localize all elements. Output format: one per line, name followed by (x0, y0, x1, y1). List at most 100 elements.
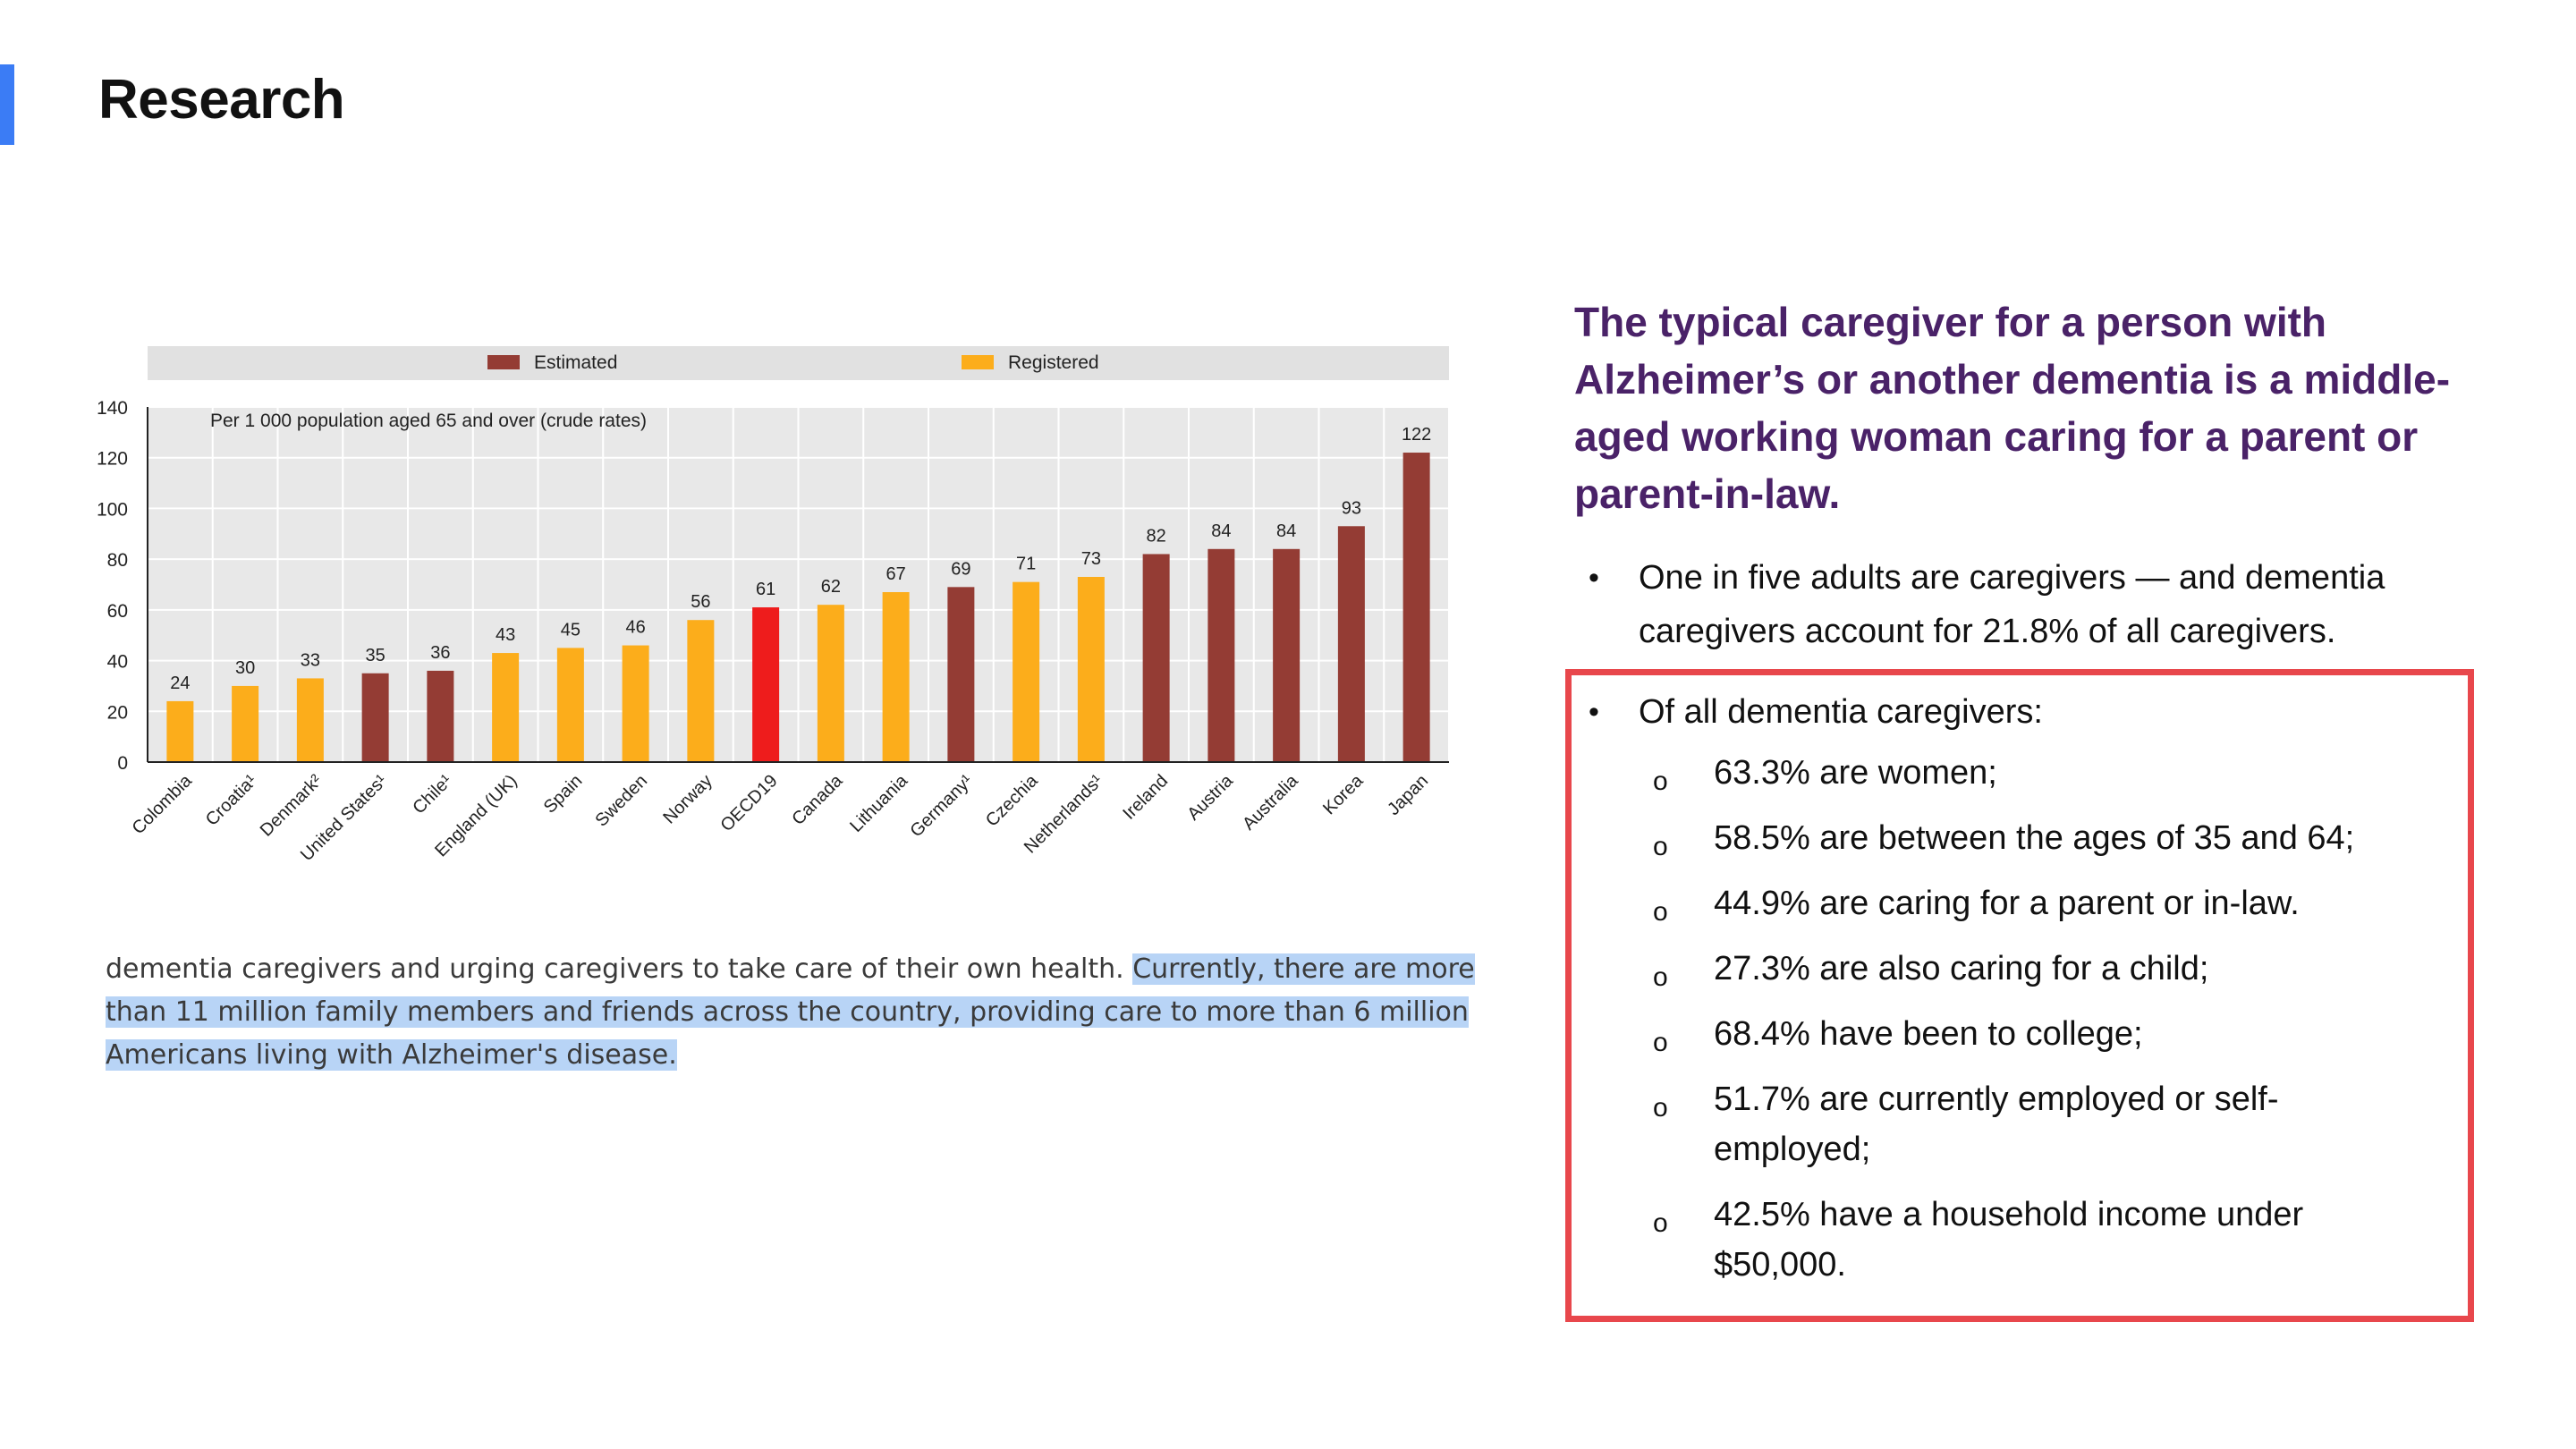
sub-bullet-marker: o (1653, 1028, 1668, 1057)
bar-value-label: 67 (886, 564, 906, 584)
bullet-caregivers-share: • One in five adults are caregivers — an… (1574, 551, 2469, 658)
legend-swatch (487, 355, 520, 369)
legend-swatch (962, 355, 994, 369)
legend-label: Estimated (534, 352, 617, 373)
y-tick-label: 20 (107, 702, 128, 723)
bar-value-label: 73 (1081, 549, 1101, 569)
x-tick-label: Sweden (591, 771, 651, 831)
x-tick-label: Spain (540, 771, 587, 818)
bar (1142, 554, 1170, 762)
bullet-text: Of all dementia caregivers: (1639, 693, 2043, 731)
caregiver-stat-text: 58.5% are between the ages of 35 and 64; (1714, 819, 2355, 857)
y-tick-label: 0 (117, 753, 128, 774)
bar-value-label: 84 (1211, 521, 1231, 541)
x-tick-label: Austria (1183, 770, 1237, 824)
highlight-box (1565, 669, 2474, 1322)
caregiver-stats-list: o 63.3% are women; o 58.5% are between the … (1574, 748, 2433, 1290)
bar (492, 653, 520, 762)
bar (1402, 453, 1430, 762)
bar-value-label: 62 (821, 577, 841, 597)
sub-bullet-marker: o (1653, 962, 1668, 992)
bar-value-label: 36 (430, 643, 450, 663)
x-tick-label: Denmark² (257, 771, 326, 841)
caregiver-stat-item: o 58.5% are between the ages of 35 and 64… (1574, 813, 2433, 863)
sub-bullet-marker: o (1653, 897, 1668, 927)
bar (232, 685, 259, 762)
bar (622, 645, 649, 762)
title-accent-bar (0, 64, 14, 145)
legend-band (148, 346, 1449, 380)
bar (1013, 581, 1040, 762)
bar-value-label: 122 (1402, 425, 1431, 445)
bar-value-label: 93 (1342, 498, 1361, 518)
bar (556, 648, 584, 762)
x-tick-label: Japan (1384, 771, 1432, 819)
x-tick-label: Canada (788, 770, 847, 829)
caregiver-stat-item: o 68.4% have been to college; (1574, 1009, 2433, 1059)
chart-svg: Estimated Registered 0 20 40 60 80 100 120 140 Per… (97, 346, 1450, 865)
paragraph-plain-text: dementia caregivers and urging caregiver… (106, 953, 1133, 985)
research-paragraph: dementia caregivers and urging caregiver… (106, 948, 1483, 1077)
y-tick-label: 140 (97, 398, 128, 419)
bar (687, 620, 715, 762)
caregiver-stat-item: o 44.9% are caring for a parent or in-law… (1574, 878, 2433, 928)
bar (1077, 576, 1105, 762)
bar-value-label: 30 (235, 658, 255, 678)
caregiver-stat-item: o 27.3% are also caring for a child; (1574, 944, 2433, 994)
bar-value-label: 71 (1016, 555, 1036, 574)
y-tick-label: 100 (97, 499, 128, 520)
legend-label: Registered (1008, 352, 1099, 373)
x-tick-label: Colombia (129, 770, 197, 838)
bar-value-label: 43 (496, 625, 515, 645)
x-tick-label: Germany¹ (906, 771, 977, 842)
caregiver-stat-text: 27.3% are also caring for a child; (1714, 950, 2209, 987)
y-tick-label: 60 (107, 601, 128, 622)
bar-value-label: 82 (1147, 526, 1166, 546)
bar (1337, 526, 1365, 762)
sub-bullet-marker: o (1653, 1093, 1668, 1123)
x-tick-label: Ireland (1119, 771, 1172, 824)
caregiver-stat-item: o 42.5% have a household income under $50… (1574, 1190, 2433, 1290)
bar-value-label: 56 (691, 592, 710, 612)
bar (1273, 548, 1301, 762)
bar (427, 670, 454, 762)
bar (166, 700, 194, 762)
chart-subtitle: Per 1 000 population aged 65 and over (c… (210, 411, 647, 431)
caregiver-stat-text: 42.5% have a household income under $50,… (1714, 1196, 2304, 1284)
bar-value-label: 46 (626, 618, 646, 638)
bar (752, 607, 780, 762)
bar-value-label: 24 (170, 674, 190, 693)
x-tick-label: Chile¹ (409, 771, 456, 818)
bar (296, 678, 324, 762)
bar-value-label: 69 (951, 559, 970, 579)
x-tick-label: Croatia¹ (202, 771, 261, 830)
bar (947, 587, 975, 762)
caregiver-rate-chart: Estimated Registered 0 20 40 60 80 100 120 140 Per… (85, 335, 1471, 872)
caregiver-stat-text: 51.7% are currently employed or self-emp… (1714, 1080, 2279, 1168)
caregiver-stat-text: 68.4% have been to college; (1714, 1015, 2143, 1053)
x-tick-label: Australia (1239, 770, 1302, 834)
bar (882, 592, 910, 762)
bar-value-label: 45 (561, 620, 580, 640)
bullet-text: One in five adults are caregivers — and … (1639, 559, 2385, 650)
x-tick-label: Lithuania (846, 770, 912, 836)
x-tick-label: Norway (659, 771, 716, 827)
caregiver-heading: The typical caregiver for a person with … (1574, 299, 2451, 517)
sub-bullet-marker: o (1653, 832, 1668, 861)
bar-value-label: 33 (301, 650, 320, 670)
sub-bullet-marker: o (1653, 767, 1668, 796)
y-tick-label: 40 (107, 652, 128, 673)
y-tick-label: 80 (107, 550, 128, 571)
bar-value-label: 84 (1276, 521, 1296, 541)
bar-value-label: 61 (756, 580, 775, 599)
bar (361, 673, 389, 762)
bar (1208, 548, 1235, 762)
sub-bullet-marker: o (1653, 1208, 1668, 1238)
bar-value-label: 35 (366, 646, 386, 665)
x-tick-label: Czechia (982, 770, 1042, 830)
caregiver-stat-item: o 51.7% are currently employed or self-em… (1574, 1074, 2433, 1174)
caregiver-stat-text: 44.9% are caring for a parent or in-law. (1714, 885, 2300, 922)
page-title: Research (98, 69, 345, 131)
x-tick-label: OECD19 (717, 771, 782, 835)
bullet-dot: • (1589, 695, 1599, 729)
